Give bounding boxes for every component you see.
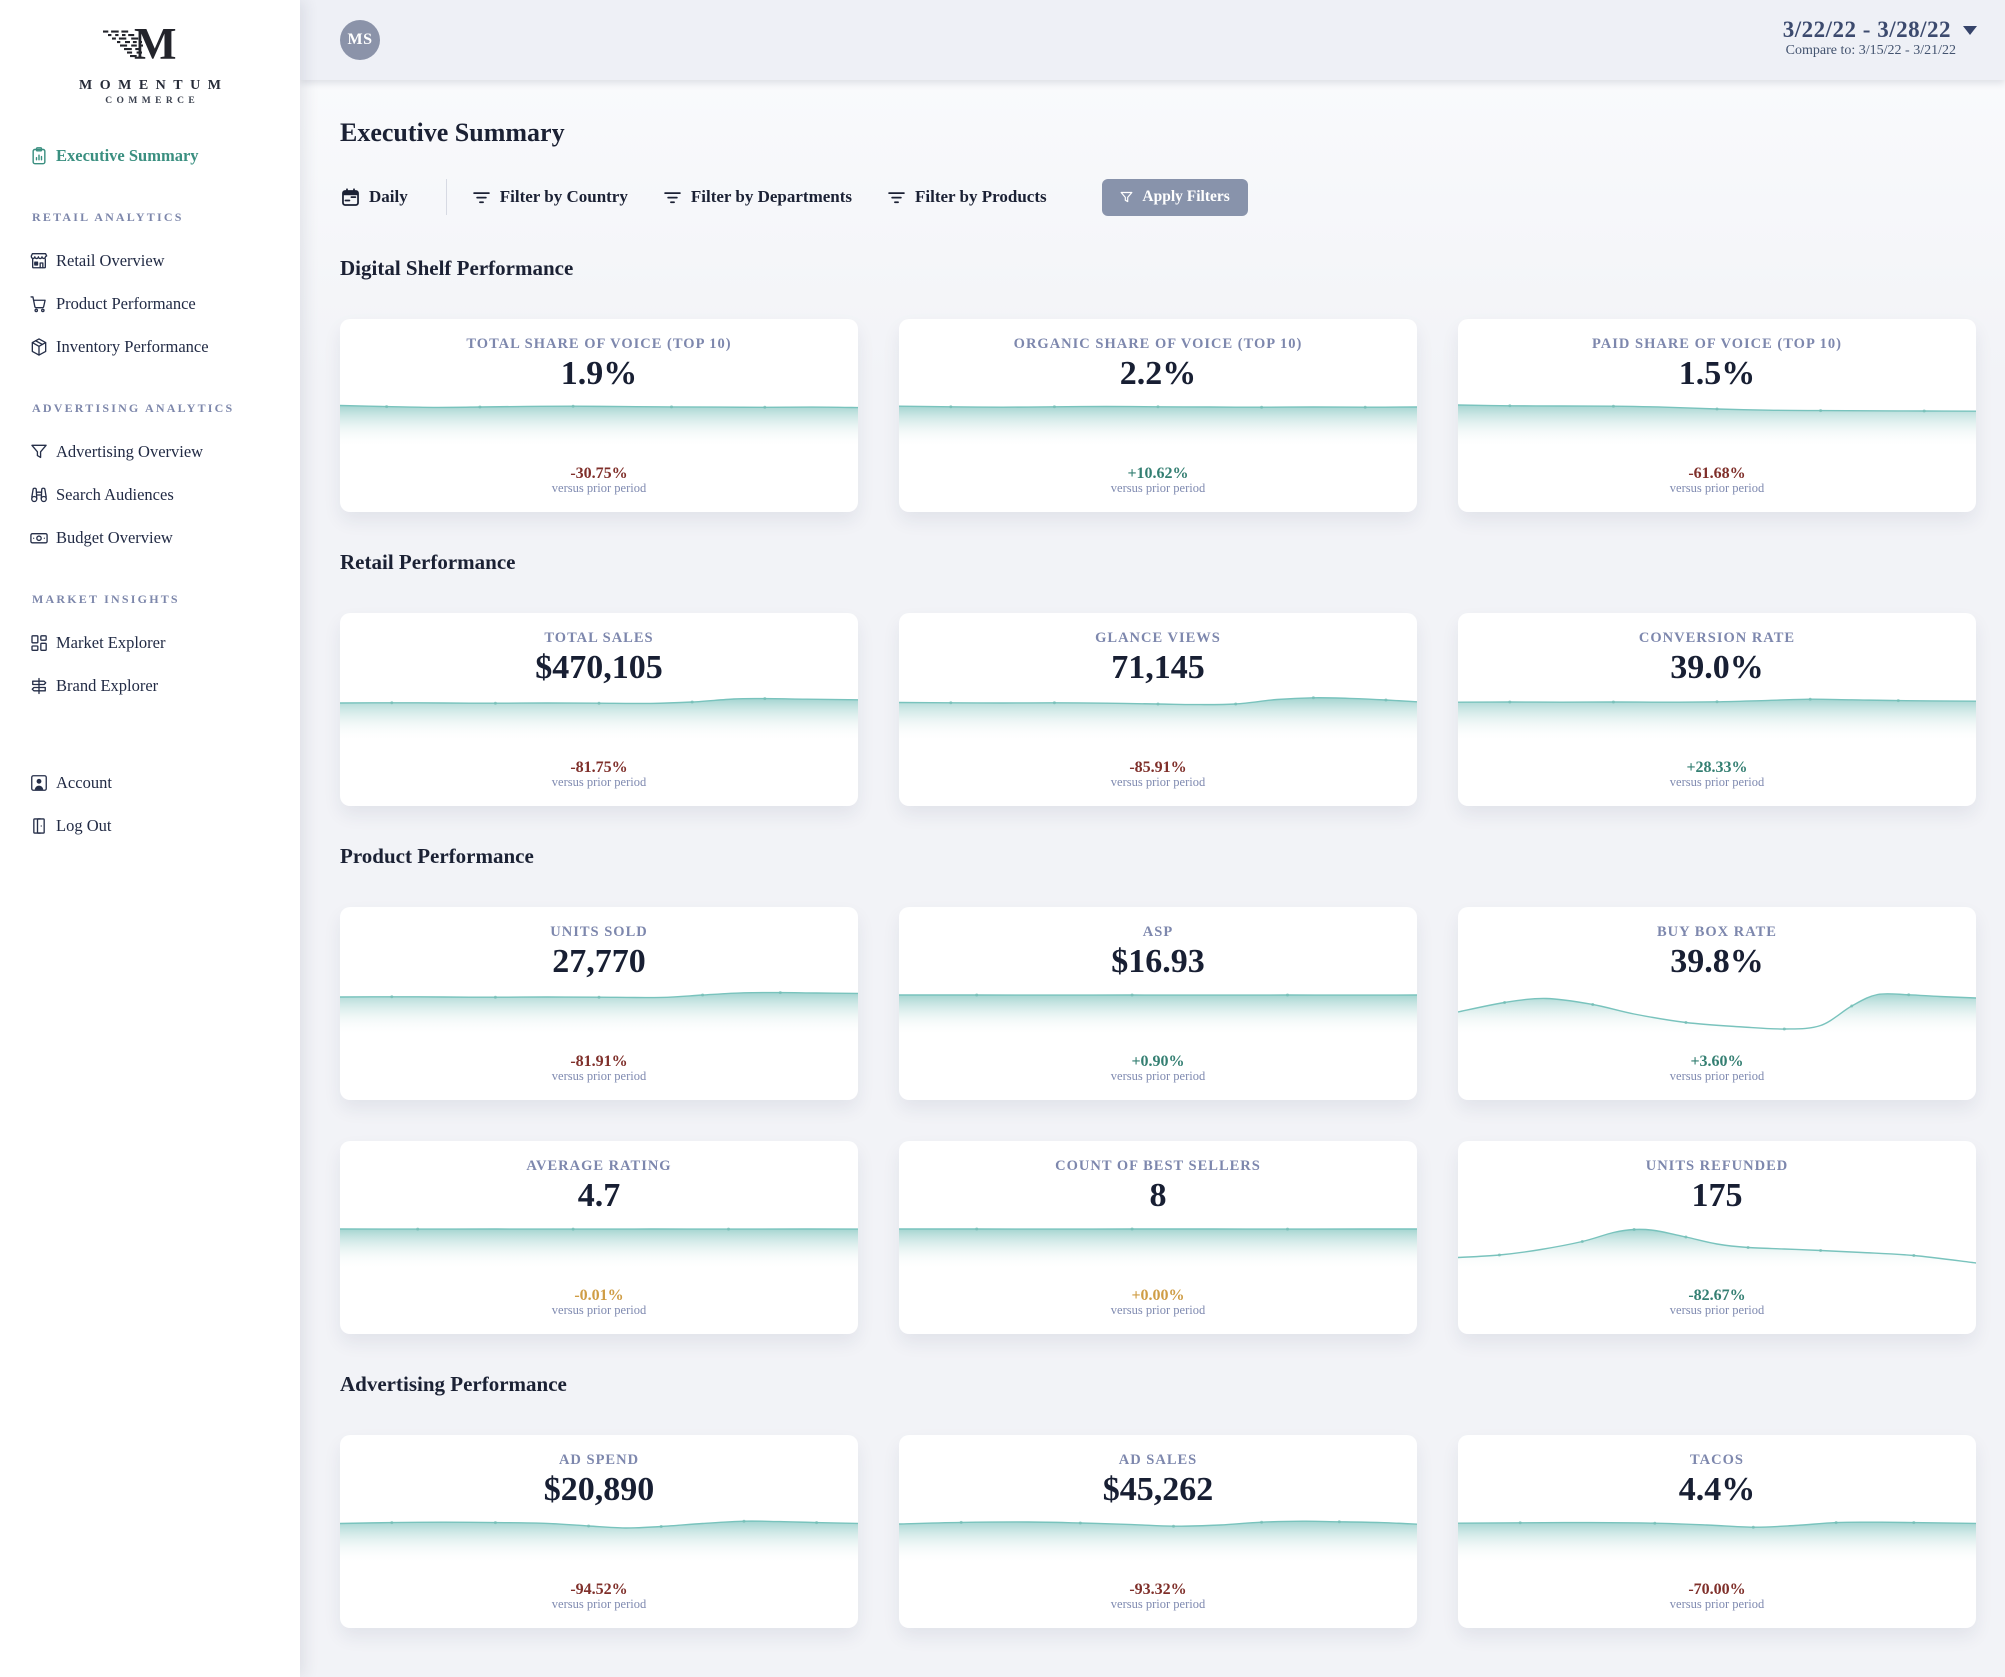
svg-text:M: M — [134, 19, 176, 69]
